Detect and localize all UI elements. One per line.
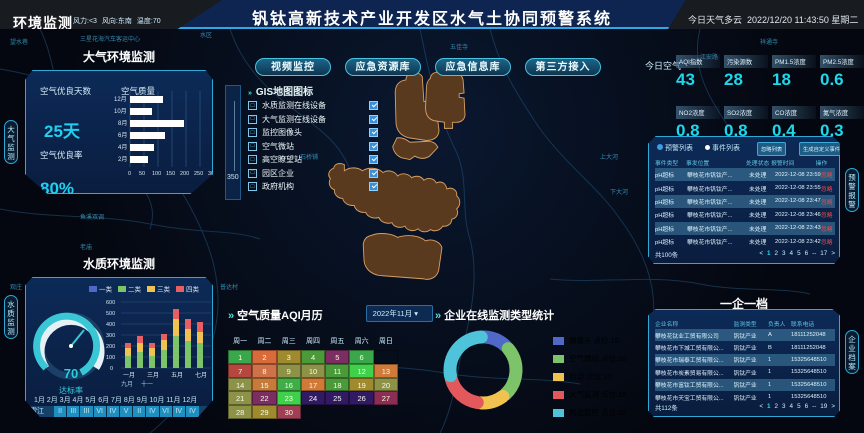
- svg-text:观庄: 观庄: [10, 283, 22, 291]
- svg-text:500: 500: [106, 311, 115, 317]
- svg-text:200: 200: [106, 344, 115, 350]
- svg-text:三类: 三类: [157, 285, 171, 294]
- svg-text:一类: 一类: [99, 285, 113, 294]
- svg-text:600: 600: [106, 300, 115, 306]
- svg-text:上大河: 上大河: [600, 153, 618, 161]
- svg-text:150: 150: [166, 171, 175, 177]
- svg-text:三月: 三月: [147, 372, 159, 379]
- svg-text:100: 100: [152, 171, 161, 177]
- svg-text:300: 300: [106, 333, 115, 339]
- svg-text:12月: 12月: [114, 96, 127, 103]
- svg-text:五月: 五月: [171, 372, 183, 379]
- svg-text:九月: 九月: [121, 380, 133, 388]
- svg-text:四类: 四类: [186, 285, 200, 294]
- svg-text:七月: 七月: [195, 371, 207, 379]
- svg-text:70: 70: [64, 366, 78, 381]
- svg-text:8月: 8月: [118, 120, 127, 127]
- svg-text:祥通寺: 祥通寺: [760, 38, 778, 46]
- svg-text:50: 50: [139, 171, 145, 177]
- svg-text:望水巷: 望水巷: [10, 38, 28, 46]
- svg-text:250: 250: [194, 171, 203, 177]
- svg-text:五佳寺: 五佳寺: [450, 43, 468, 51]
- svg-text:一月: 一月: [123, 372, 135, 379]
- svg-text:2月: 2月: [118, 156, 127, 163]
- svg-text:200: 200: [180, 171, 189, 177]
- svg-text:二类: 二类: [128, 285, 142, 294]
- svg-text:100: 100: [106, 355, 115, 361]
- svg-text:10月: 10月: [114, 108, 127, 115]
- svg-text:400: 400: [106, 322, 115, 328]
- svg-text:三星花海汽车客运中心: 三星花海汽车客运中心: [80, 35, 140, 43]
- svg-text:6月: 6月: [118, 132, 127, 139]
- svg-text:4月: 4月: [118, 144, 127, 151]
- svg-text:普达村: 普达村: [220, 283, 238, 291]
- svg-text:老庙: 老庙: [80, 243, 92, 251]
- svg-text:鱼溪双调: 鱼溪双调: [80, 213, 104, 221]
- svg-text:水区: 水区: [200, 31, 212, 39]
- svg-text:下大河: 下大河: [610, 188, 628, 196]
- svg-text:达标率: 达标率: [59, 385, 83, 395]
- svg-text:十一: 十一: [141, 380, 153, 388]
- svg-text:0: 0: [128, 171, 131, 177]
- svg-text:0: 0: [110, 366, 113, 372]
